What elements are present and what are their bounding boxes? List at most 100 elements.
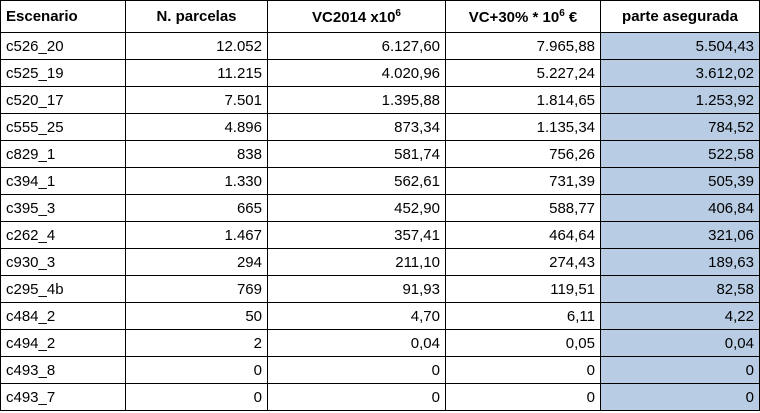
table-cell: 452,90 (267, 194, 446, 222)
table-cell: 505,39 (600, 167, 760, 195)
table-cell: 0,04 (267, 329, 446, 357)
table-cell: c395_3 (0, 194, 126, 222)
table-cell: 1.253,92 (600, 86, 760, 114)
table-row: c494_2 2 0,04 0,05 0,04 (0, 329, 760, 357)
table-cell: 0 (600, 356, 760, 384)
table-cell: 1.395,88 (267, 86, 446, 114)
table-cell: 562,61 (267, 167, 446, 195)
table-cell: 873,34 (267, 113, 446, 141)
table-cell: 5.227,24 (445, 59, 601, 87)
table-cell: 0 (445, 356, 601, 384)
table-row: c555_25 4.896 873,34 1.135,34 784,52 (0, 113, 760, 141)
table-row: c395_3 665 452,90 588,77 406,84 (0, 194, 760, 222)
table-cell: c394_1 (0, 167, 126, 195)
table-row: c262_4 1.467 357,41 464,64 321,06 (0, 221, 760, 249)
table-cell: 294 (125, 248, 268, 276)
table-row: c484_2 50 4,70 6,11 4,22 (0, 302, 760, 330)
header-cell: N. parcelas (125, 0, 268, 33)
table-cell: c555_25 (0, 113, 126, 141)
table-cell: 12.052 (125, 32, 268, 60)
table-cell: 838 (125, 140, 268, 168)
table-cell: 1.135,34 (445, 113, 601, 141)
table-cell: c525_19 (0, 59, 126, 87)
table-cell: c829_1 (0, 140, 126, 168)
table-cell: 0 (267, 383, 446, 411)
table-cell: c494_2 (0, 329, 126, 357)
table-cell: 522,58 (600, 140, 760, 168)
table-cell: 0 (600, 383, 760, 411)
table-cell: 119,51 (445, 275, 601, 303)
table-cell: 464,64 (445, 221, 601, 249)
table-cell: 0 (125, 356, 268, 384)
header-cell: VC2014 x106 (267, 0, 446, 33)
header-cell: VC+30% * 106 € (445, 0, 601, 33)
table-cell: 4.896 (125, 113, 268, 141)
table-row: c493_7 0 0 0 0 (0, 383, 760, 411)
table-cell: 211,10 (267, 248, 446, 276)
table-cell: 1.814,65 (445, 86, 601, 114)
table-row: c525_19 11.215 4.020,96 5.227,24 3.612,02 (0, 59, 760, 87)
header-text: N. parcelas (156, 8, 237, 25)
table-cell: 321,06 (600, 221, 760, 249)
header-text: parte asegurada (622, 8, 738, 25)
table-cell: 784,52 (600, 113, 760, 141)
table-cell: 11.215 (125, 59, 268, 87)
header-cell: parte asegurada (600, 0, 760, 33)
table-cell: c493_8 (0, 356, 126, 384)
header-unit: € (564, 8, 578, 26)
table-cell: 756,26 (445, 140, 601, 168)
table-cell: 6.127,60 (267, 32, 446, 60)
table-cell: 357,41 (267, 221, 446, 249)
table-cell: 0,05 (445, 329, 601, 357)
table-row: c493_8 0 0 0 0 (0, 356, 760, 384)
table-cell: 4.020,96 (267, 59, 446, 87)
table-row: c526_20 12.052 6.127,60 7.965,88 5.504,43 (0, 32, 760, 60)
table-cell: 3.612,02 (600, 59, 760, 87)
table-cell: 5.504,43 (600, 32, 760, 60)
table-cell: 1.330 (125, 167, 268, 195)
table-cell: c526_20 (0, 32, 126, 60)
header-text: VC+30% * 10 (468, 8, 560, 26)
table-cell: 6,11 (445, 302, 601, 330)
table-cell: 1.467 (125, 221, 268, 249)
table-cell: 2 (125, 329, 268, 357)
header-cell: Escenario (0, 0, 126, 33)
table-row: c520_17 7.501 1.395,88 1.814,65 1.253,92 (0, 86, 760, 114)
table-cell: 4,70 (267, 302, 446, 330)
table-cell: 82,58 (600, 275, 760, 303)
table-row: c829_1 838 581,74 756,26 522,58 (0, 140, 760, 168)
header-text: Escenario (6, 8, 78, 25)
table-cell: 91,93 (267, 275, 446, 303)
header-text: VC2014 x10 (312, 8, 396, 26)
table-body: c526_20 12.052 6.127,60 7.965,88 5.504,43 c52… (0, 32, 760, 411)
table-cell: 406,84 (600, 194, 760, 222)
table-cell: 4,22 (600, 302, 760, 330)
table-cell: 189,63 (600, 248, 760, 276)
header-row: Escenario N. parcelas VC2014 x106 VC+30% * … (0, 0, 760, 33)
table-cell: c295_4b (0, 275, 126, 303)
header-superscript: 6 (395, 7, 401, 19)
table-cell: c484_2 (0, 302, 126, 330)
table-cell: 7.965,88 (445, 32, 601, 60)
table-cell: 0 (445, 383, 601, 411)
table-cell: 50 (125, 302, 268, 330)
table-cell: c493_7 (0, 383, 126, 411)
table-cell: c930_3 (0, 248, 126, 276)
table-cell: 665 (125, 194, 268, 222)
table-row: c394_1 1.330 562,61 731,39 505,39 (0, 167, 760, 195)
table-cell: 7.501 (125, 86, 268, 114)
table-row: c930_3 294 211,10 274,43 189,63 (0, 248, 760, 276)
table-cell: 581,74 (267, 140, 446, 168)
table-cell: 0 (125, 383, 268, 411)
table-cell: 0 (267, 356, 446, 384)
table-cell: c520_17 (0, 86, 126, 114)
table-cell: 588,77 (445, 194, 601, 222)
header-superscript: 6 (559, 7, 565, 19)
table-cell: 769 (125, 275, 268, 303)
table-cell: 0,04 (600, 329, 760, 357)
table-cell: c262_4 (0, 221, 126, 249)
table-row: c295_4b 769 91,93 119,51 82,58 (0, 275, 760, 303)
table-cell: 274,43 (445, 248, 601, 276)
